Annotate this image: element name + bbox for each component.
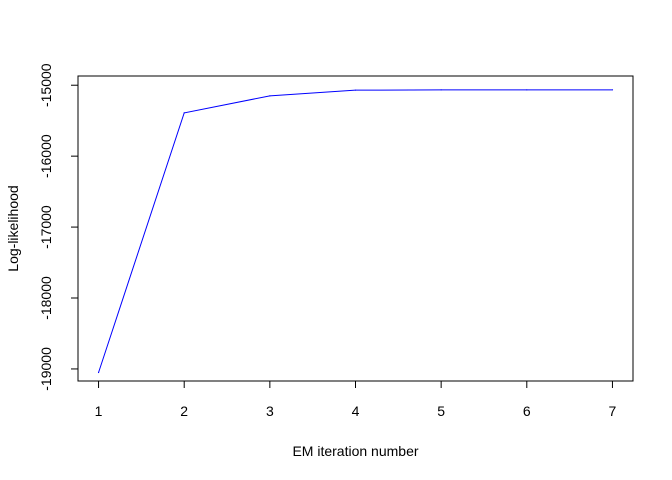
data-point	[269, 95, 271, 97]
series-line	[98, 89, 613, 373]
y-tick-label: -16000	[38, 134, 54, 178]
x-tick-label: 6	[523, 403, 531, 419]
y-axis: -19000 -18000 -17000 -16000 -15000	[38, 63, 79, 391]
data-point	[526, 89, 528, 91]
data-point	[97, 371, 100, 374]
x-tick-label: 3	[266, 403, 274, 419]
x-tick-label: 2	[180, 403, 188, 419]
data-point	[611, 89, 614, 91]
plot-frame	[77, 75, 634, 382]
series-layer	[97, 89, 614, 374]
y-tick-label: -15000	[38, 63, 54, 107]
x-tick-label: 4	[352, 403, 360, 419]
y-tick-label: -18000	[38, 276, 54, 320]
x-tick-label: 5	[437, 403, 445, 419]
x-tick-label: 7	[609, 403, 617, 419]
data-point	[354, 89, 357, 91]
y-axis-label: Log-likelihood	[5, 185, 21, 271]
data-point	[183, 112, 185, 114]
y-tick-label: -19000	[38, 347, 54, 391]
x-axis-label: EM iteration number	[292, 443, 418, 459]
y-tick-label: -17000	[38, 205, 54, 249]
x-tick-label: 1	[95, 403, 103, 419]
data-point	[440, 89, 442, 91]
x-axis: 1 2 3 4 5 6 7	[95, 380, 617, 419]
